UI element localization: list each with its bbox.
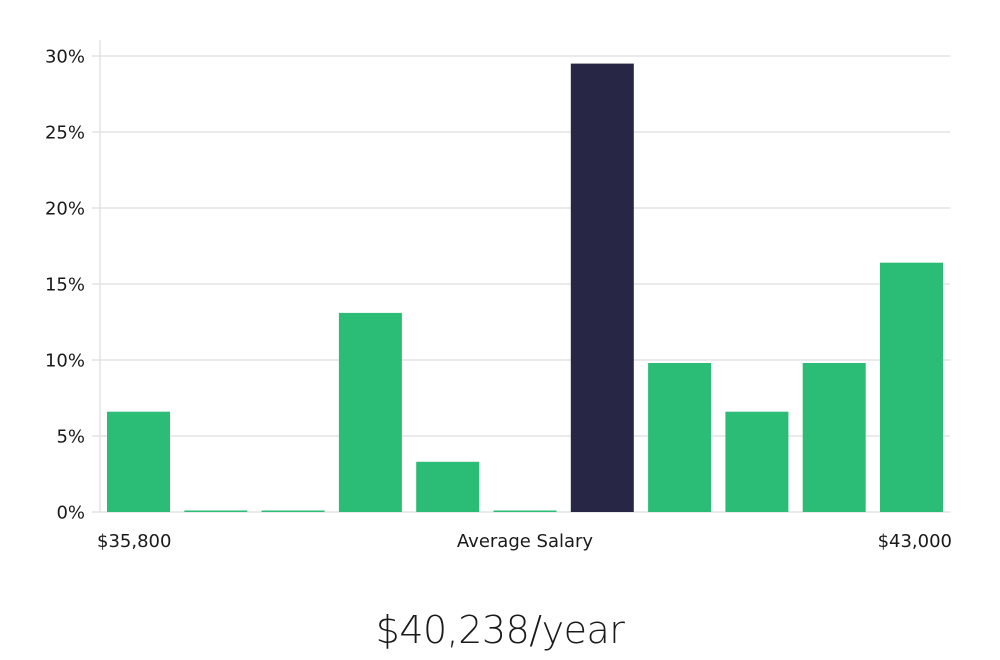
bar bbox=[725, 411, 789, 512]
bar bbox=[802, 363, 866, 512]
bars bbox=[107, 63, 943, 512]
salary-histogram: 0% 5% 10% 15% 20% 25% 30% $35,800 Average Sala… bbox=[45, 40, 952, 552]
x-axis-title: Average Salary bbox=[457, 531, 594, 552]
bar bbox=[184, 510, 248, 512]
y-tick-label: 15% bbox=[45, 275, 85, 296]
bar-highlighted bbox=[570, 63, 634, 512]
y-tick-label: 0% bbox=[56, 503, 85, 524]
bar bbox=[648, 363, 712, 512]
bar bbox=[493, 510, 557, 512]
bar bbox=[107, 411, 170, 512]
bar bbox=[880, 262, 943, 512]
y-axis-ticks: 0% 5% 10% 15% 20% 25% 30% bbox=[45, 47, 85, 524]
average-salary-value: $40,238/year bbox=[375, 608, 625, 652]
bar bbox=[338, 312, 402, 512]
x-min-label: $35,800 bbox=[97, 531, 171, 552]
bar bbox=[416, 461, 480, 512]
y-tick-label: 30% bbox=[45, 47, 85, 68]
y-tick-label: 10% bbox=[45, 351, 85, 372]
y-tick-label: 20% bbox=[45, 199, 85, 220]
bar bbox=[261, 510, 325, 512]
y-tick-label: 5% bbox=[56, 427, 85, 448]
x-max-label: $43,000 bbox=[878, 531, 952, 552]
y-tick-label: 25% bbox=[45, 123, 85, 144]
